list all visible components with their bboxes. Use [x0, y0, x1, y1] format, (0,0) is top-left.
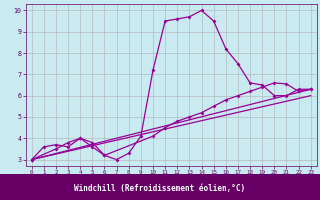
Text: Windchill (Refroidissement éolien,°C): Windchill (Refroidissement éolien,°C): [75, 184, 245, 193]
